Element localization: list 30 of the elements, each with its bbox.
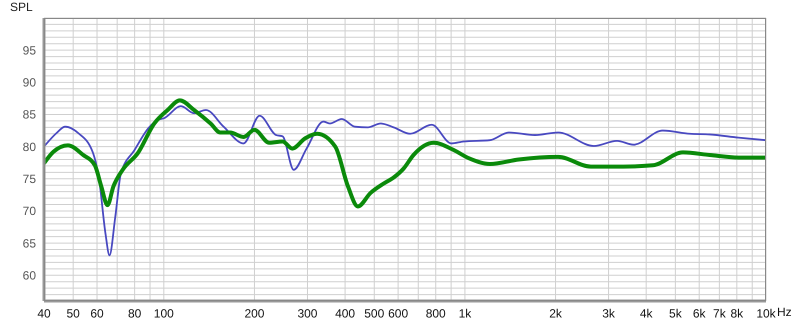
- x-tick-label: 10k: [756, 306, 777, 321]
- x-tick-label: 5k: [669, 306, 683, 321]
- x-tick-label: 40: [37, 306, 51, 321]
- y-tick-label: 65: [22, 236, 36, 250]
- x-tick-label: 4k: [640, 306, 654, 321]
- x-tick-label: 2k: [549, 306, 563, 321]
- x-tick-label: 1k: [458, 306, 472, 321]
- x-axis-title: Hz: [777, 305, 792, 319]
- x-tick-label: 600: [388, 306, 408, 321]
- x-tick-label: 500: [364, 306, 385, 321]
- x-tick-label: 100: [154, 306, 174, 321]
- x-tick-label: 7k: [713, 306, 727, 321]
- y-tick-label: 90: [22, 76, 36, 90]
- x-tick-label: 800: [426, 306, 446, 321]
- y-axis-title: SPL: [10, 0, 33, 14]
- y-tick-label: 95: [22, 43, 36, 58]
- x-tick-label: 50: [66, 306, 80, 321]
- y-tick-label: 85: [22, 108, 36, 122]
- y-tick-label: 75: [22, 172, 36, 186]
- x-tick-label: 400: [335, 306, 356, 321]
- y-tick-label: 70: [22, 204, 36, 218]
- x-tick-label: 60: [90, 306, 104, 321]
- y-tick-label: 60: [22, 268, 36, 283]
- y-tick-label: 80: [22, 140, 36, 154]
- x-tick-label: 8k: [730, 306, 744, 321]
- x-tick-label: 6k: [692, 306, 707, 321]
- x-tick-label: 80: [128, 306, 142, 321]
- x-tick-label: 200: [244, 306, 265, 321]
- x-tick-label: 300: [297, 306, 318, 321]
- x-tick-label: 3k: [602, 306, 616, 321]
